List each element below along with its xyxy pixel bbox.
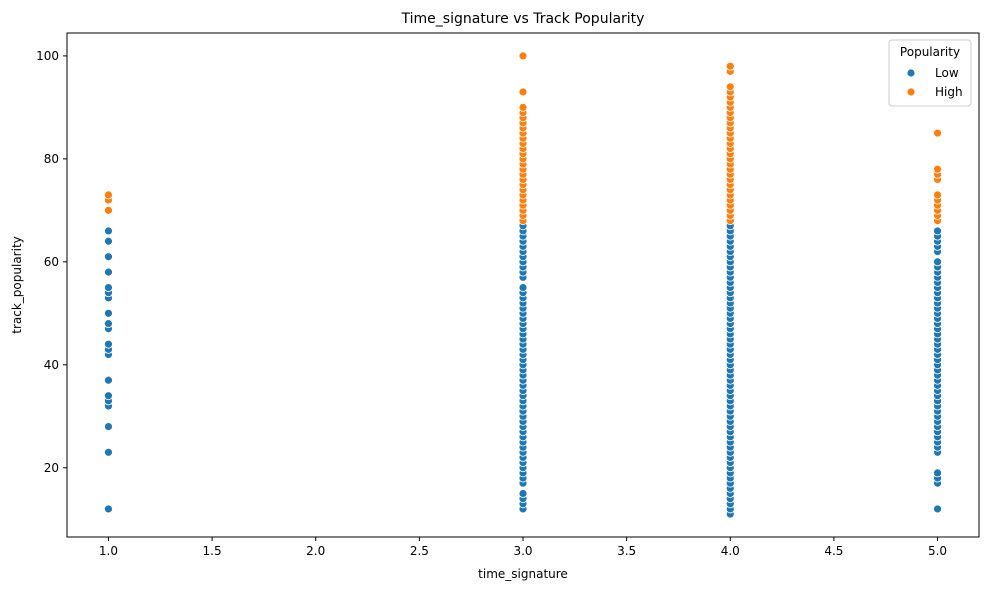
x-axis-label: time_signature xyxy=(478,567,568,581)
legend-marker-high xyxy=(906,87,916,97)
point-low-6 xyxy=(104,375,113,385)
x-tick-label-1: 1.5 xyxy=(203,544,222,558)
point-high-62 xyxy=(933,190,942,200)
point-low-134 xyxy=(933,468,942,478)
point-low-2 xyxy=(104,422,113,431)
x-tick-label-2: 2.0 xyxy=(306,544,325,558)
x-tick-label-8: 5.0 xyxy=(928,544,947,558)
point-high-0 xyxy=(104,205,113,215)
point-low-177 xyxy=(933,226,942,236)
y-tick-label-4: 100 xyxy=(36,49,59,63)
plot-frame xyxy=(66,32,980,538)
point-high-2 xyxy=(104,190,113,200)
point-low-15 xyxy=(104,283,113,292)
x-tick-label-7: 4.5 xyxy=(824,544,843,558)
point-high-56 xyxy=(725,61,735,71)
point-low-0 xyxy=(104,504,113,514)
point-low-9 xyxy=(104,339,113,349)
point-low-172 xyxy=(933,257,942,267)
point-low-18 xyxy=(104,236,113,246)
x-tick-label-5: 3.5 xyxy=(617,544,636,558)
y-tick-label-1: 40 xyxy=(44,358,59,372)
point-high-54 xyxy=(725,82,735,92)
point-high-65 xyxy=(933,164,942,174)
legend: Popularity Low High xyxy=(888,39,972,107)
point-low-12 xyxy=(104,308,113,318)
x-tick-label-3: 2.5 xyxy=(410,544,429,558)
ticks-layer: 1.0 1.5 2.0 2.5 3.0 3.5 4.0 4.5 5.0 20 40 60 80 100 xyxy=(36,49,947,558)
point-low-5 xyxy=(104,391,113,401)
legend-title: Popularity xyxy=(900,45,960,59)
y-tick-label-0: 20 xyxy=(44,461,59,475)
point-high-27 xyxy=(518,51,528,61)
point-low-17 xyxy=(104,252,113,262)
point-high-26 xyxy=(518,87,528,97)
chart-title: Time_signature vs Track Popularity xyxy=(401,11,645,27)
y-tick-label-2: 60 xyxy=(44,255,59,269)
points-layer xyxy=(104,51,942,519)
x-tick-label-0: 1.0 xyxy=(99,544,118,558)
point-low-62 xyxy=(518,283,528,292)
point-low-23 xyxy=(518,489,528,498)
y-axis-label: track_popularity xyxy=(10,236,24,333)
point-low-16 xyxy=(104,267,113,277)
legend-marker-low xyxy=(906,68,916,78)
point-high-66 xyxy=(933,128,942,138)
y-tick-label-3: 80 xyxy=(44,152,59,166)
x-tick-label-4: 3.0 xyxy=(513,544,532,558)
point-high-25 xyxy=(518,102,528,112)
legend-label-low: Low xyxy=(935,66,959,80)
point-low-19 xyxy=(104,226,113,236)
point-low-131 xyxy=(933,504,942,514)
point-low-11 xyxy=(104,319,113,329)
legend-label-high: High xyxy=(935,85,963,99)
point-low-1 xyxy=(104,447,113,457)
x-tick-label-6: 4.0 xyxy=(721,544,740,558)
